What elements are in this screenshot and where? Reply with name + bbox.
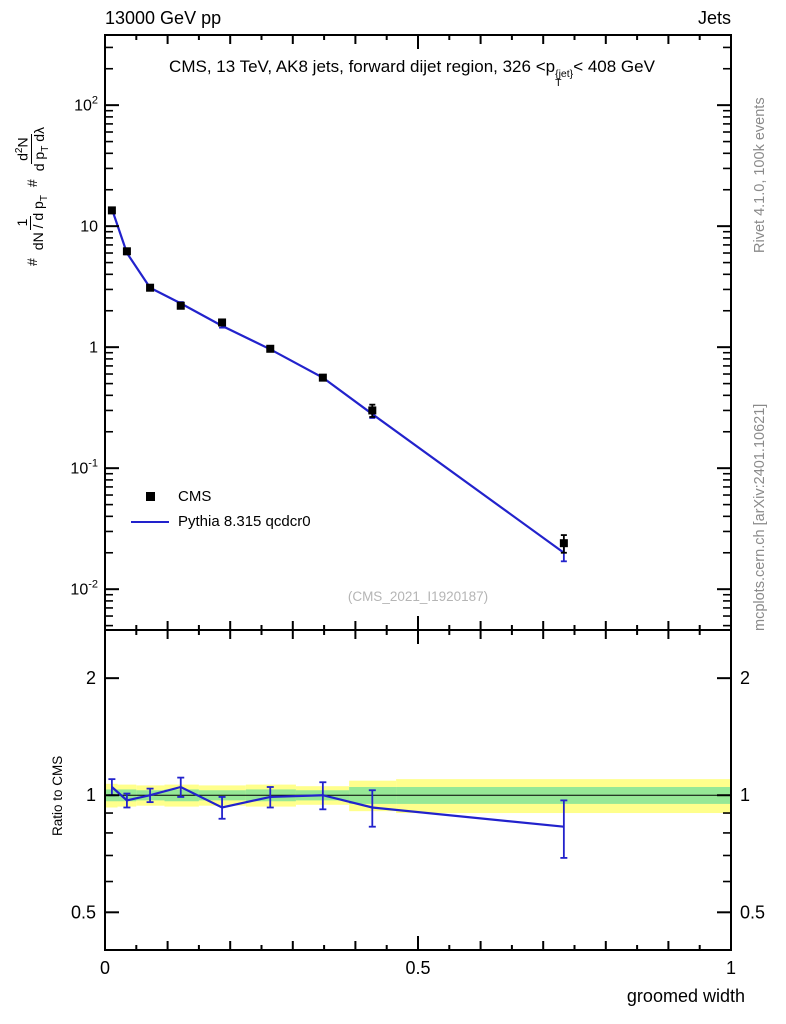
pt-superscript: {jet} bbox=[555, 68, 574, 80]
tick-labels: 102 10 1 10-1 10-2 2 2 1 1 0.5 0.5 0 0.5 1 bbox=[70, 95, 765, 978]
plot-title-post: < 408 GeV bbox=[573, 57, 655, 76]
fraction-numerator: 1 bbox=[14, 215, 32, 230]
cms-data-marker bbox=[176, 301, 185, 310]
beam-energy-label: 13000 GeV pp bbox=[105, 8, 222, 28]
legend-item-pythia: Pythia 8.315 qcdcr0 bbox=[128, 509, 311, 534]
cms-data-marker bbox=[368, 406, 377, 415]
legend-item-cms: CMS bbox=[128, 484, 311, 509]
tick-label: 102 bbox=[74, 95, 98, 115]
pt-jet-supsub: {jet} T bbox=[555, 68, 574, 89]
legend-sample bbox=[128, 492, 172, 501]
mcplots-arxiv-note: mcplots.cern.ch [arXiv:2401.10621] bbox=[752, 403, 768, 631]
cms-data-marker bbox=[266, 344, 275, 353]
tick-label: 1 bbox=[740, 785, 750, 805]
y-axis-label-main: # 1 dN / d pT # d2N d pT dλ bbox=[14, 125, 51, 266]
axis-ticks bbox=[104, 35, 732, 951]
legend-label-cms: CMS bbox=[178, 488, 212, 505]
hash-symbol: # bbox=[24, 179, 41, 188]
main-series bbox=[107, 206, 568, 563]
tick-label: 0.5 bbox=[740, 902, 765, 922]
legend: CMS Pythia 8.315 qcdcr0 bbox=[128, 484, 311, 534]
tick-label: 10 bbox=[80, 219, 98, 236]
ratio-axis-label: Ratio to CMS bbox=[50, 755, 65, 836]
cms-data-marker bbox=[318, 373, 327, 382]
tick-label: 0.5 bbox=[405, 958, 430, 978]
cms-data-marker bbox=[559, 539, 568, 548]
hash-symbol: # bbox=[24, 258, 41, 266]
cms-data-marker bbox=[107, 206, 116, 215]
tick-label: 0.5 bbox=[71, 902, 96, 922]
fraction-numerator: d2N bbox=[14, 134, 33, 164]
tick-label: 1 bbox=[86, 785, 96, 805]
x-axis-label: groomed width bbox=[626, 986, 745, 1006]
analysis-group-label: Jets bbox=[697, 8, 731, 28]
tick-label: 10-2 bbox=[70, 579, 98, 599]
plot-title: CMS, 13 TeV, AK8 jets, forward dijet reg… bbox=[169, 57, 655, 88]
tick-label: 1 bbox=[726, 958, 736, 978]
legend-sample bbox=[128, 520, 172, 523]
pythia-line-icon bbox=[131, 520, 169, 523]
fraction-denominator: d pT dλ bbox=[31, 127, 51, 172]
tick-label: 2 bbox=[740, 668, 750, 688]
differential-fraction: d2N d pT dλ bbox=[14, 125, 51, 173]
tick-label: 10-1 bbox=[70, 458, 98, 478]
legend-label-pythia: Pythia 8.315 qcdcr0 bbox=[178, 513, 311, 530]
fraction-denominator: dN / d pT bbox=[30, 195, 51, 251]
cms-data-marker bbox=[218, 318, 227, 327]
ratio-series-pythia bbox=[108, 776, 568, 859]
tick-label: 0 bbox=[100, 958, 110, 978]
normalization-fraction: 1 dN / d pT bbox=[14, 193, 51, 252]
pt-subscript: T bbox=[555, 77, 562, 89]
cms-square-marker-icon bbox=[145, 492, 155, 501]
rivet-version-note: Rivet 4.1.0, 100k events bbox=[752, 97, 768, 253]
plot-title-pre: CMS, 13 TeV, AK8 jets, forward dijet reg… bbox=[169, 57, 556, 76]
tick-label: 2 bbox=[86, 668, 96, 688]
cms-data-marker bbox=[146, 283, 155, 292]
analysis-id-watermark: (CMS_2021_I1920187) bbox=[347, 589, 489, 604]
tick-label: 1 bbox=[89, 340, 98, 357]
cms-data-marker bbox=[122, 247, 131, 256]
